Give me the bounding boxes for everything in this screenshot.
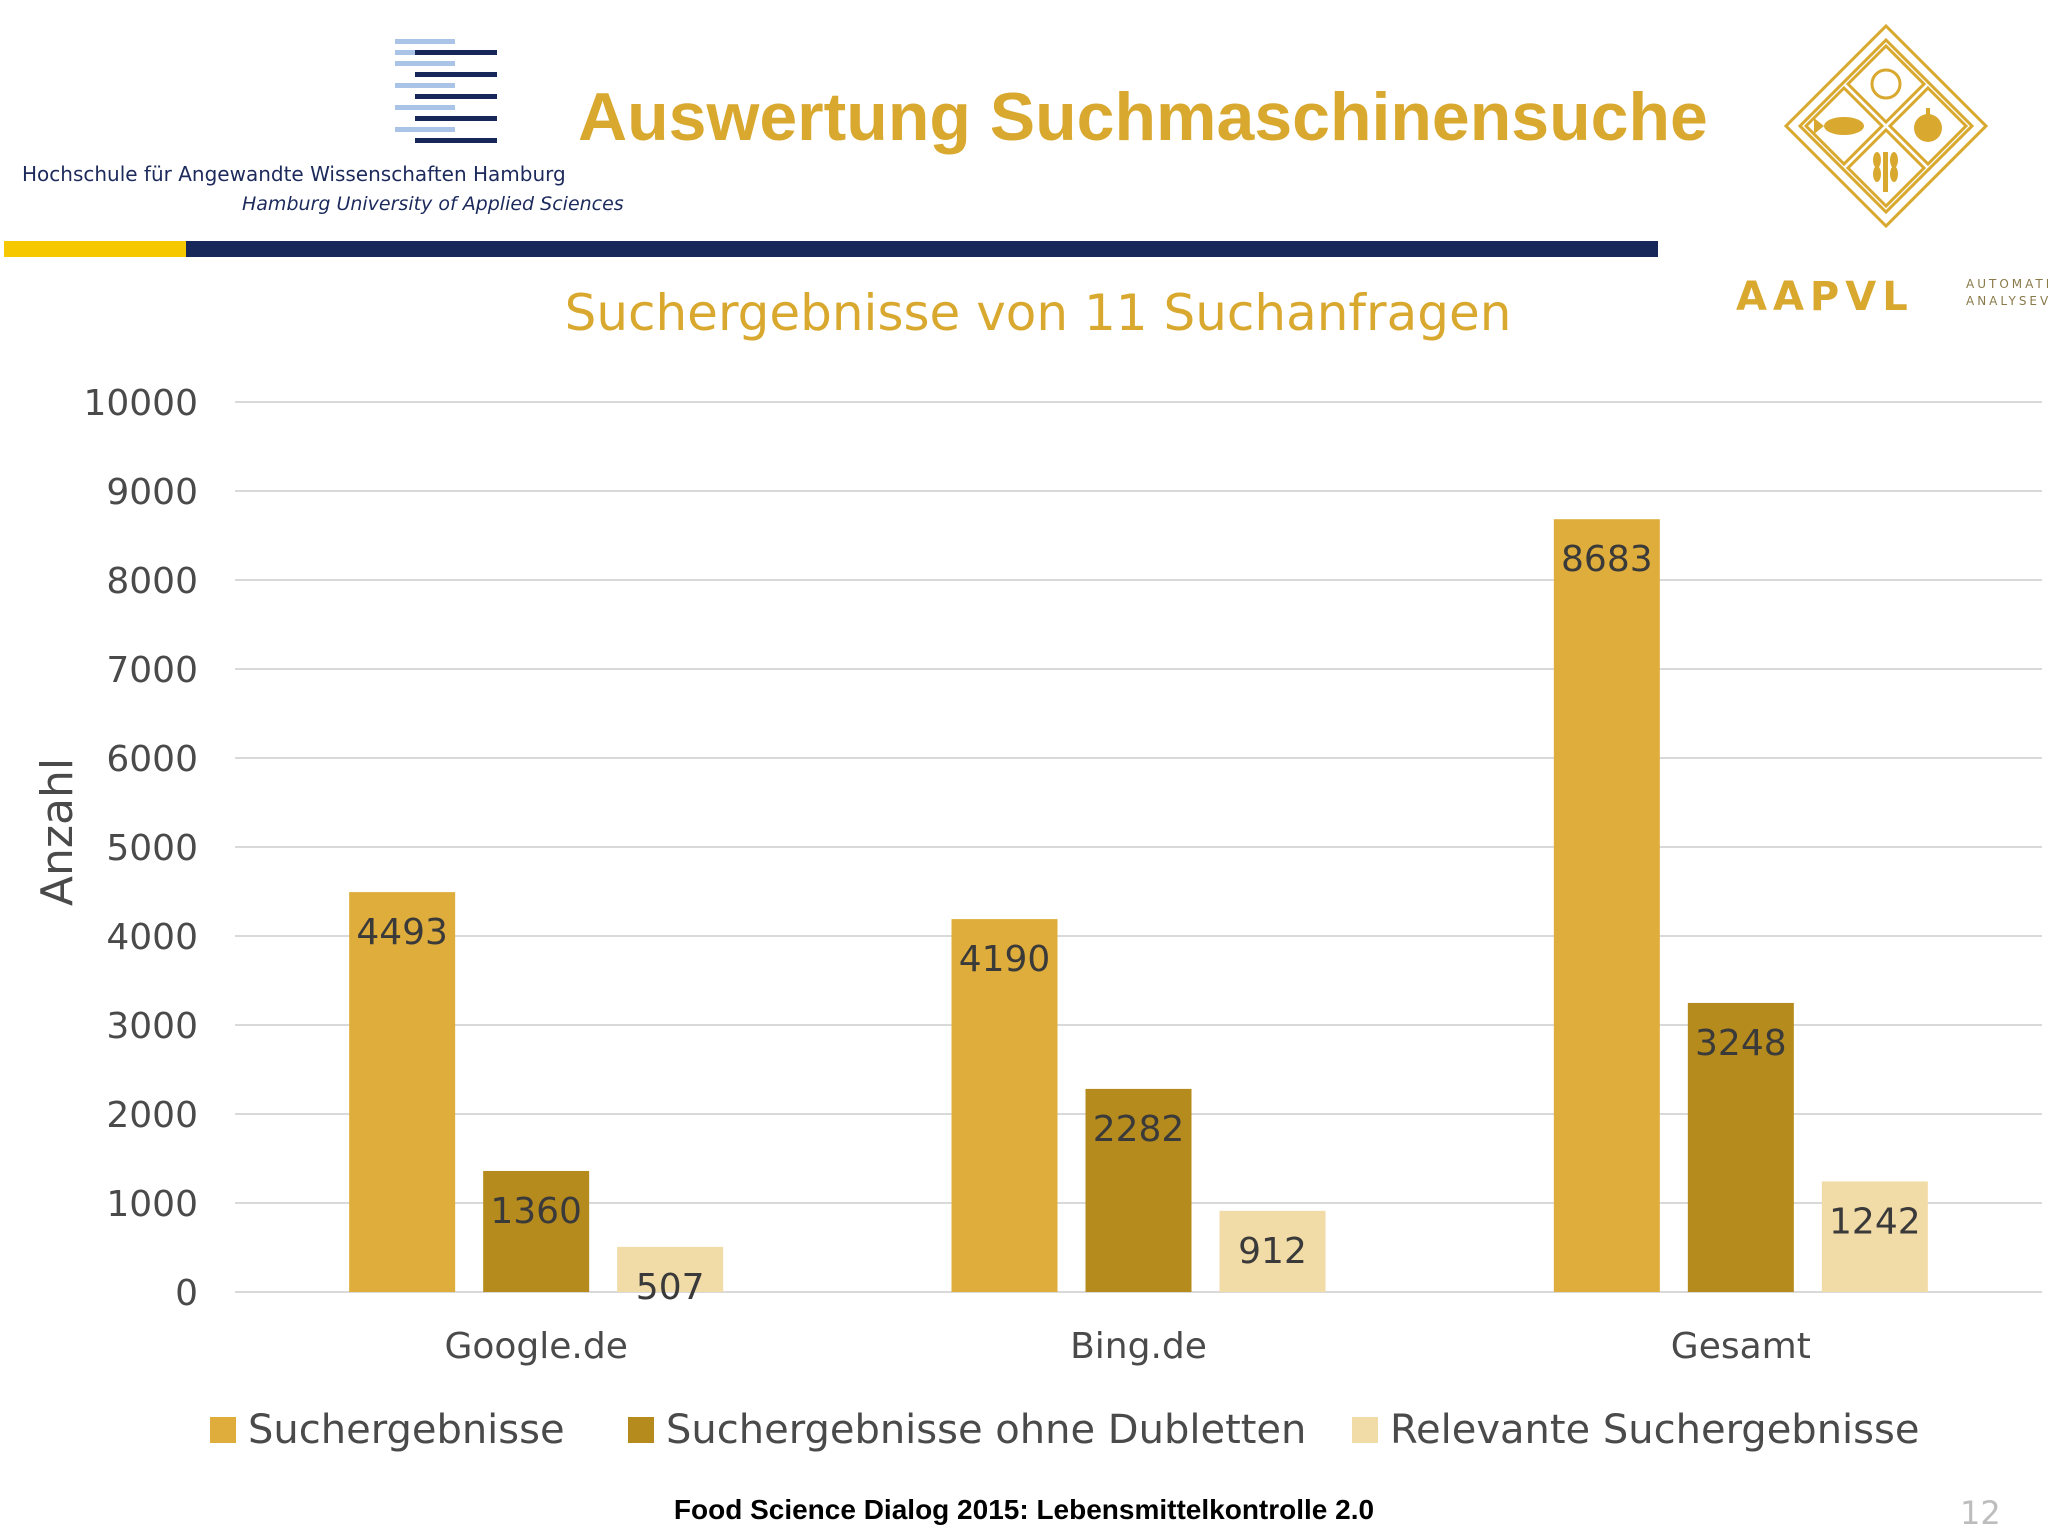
legend-swatch: [210, 1417, 236, 1443]
header-bar-yellow: [4, 241, 186, 257]
partner-logo-text: AAPVL: [1736, 274, 1914, 320]
data-label: 8683: [1561, 539, 1653, 580]
y-axis-label: Anzahl: [32, 758, 83, 906]
partner-subtitle-line-2: ANALYSEVERFAHREN: [1966, 294, 2048, 308]
page-title: Auswertung Suchmaschinensuche: [578, 79, 1708, 155]
partner-logo-subtitle: AUTOMATISIERTES ANALYSEVERFAHREN: [1966, 276, 2048, 310]
y-tick-label: 3000: [106, 1006, 198, 1047]
university-logo-icon: [395, 39, 497, 143]
y-tick-label: 8000: [106, 561, 198, 602]
x-tick-labels: Google.de Bing.de Gesamt: [444, 1326, 1810, 1367]
legend-label: Suchergebnisse ohne Dubletten: [666, 1407, 1307, 1453]
x-tick-label: Google.de: [444, 1326, 627, 1367]
bars: [349, 519, 1928, 1292]
legend-item-relevante: Relevante Suchergebnisse: [1352, 1402, 1919, 1458]
bar: [1821, 1181, 1928, 1292]
bar: [349, 892, 456, 1292]
data-label: 4493: [356, 912, 448, 953]
data-label: 2282: [1093, 1109, 1185, 1150]
header-bar-navy: [186, 241, 1658, 257]
partner-subtitle-line-1: AUTOMATISIERTES: [1966, 277, 2048, 291]
y-tick-labels: 0 1000 2000 3000 4000 5000 6000 7000 8000 9000 100…: [83, 383, 198, 1314]
bar: [1219, 1210, 1326, 1292]
bar: [617, 1246, 724, 1292]
data-label: 3248: [1695, 1023, 1787, 1064]
legend-label: Relevante Suchergebnisse: [1390, 1407, 1920, 1453]
footer-text: Food Science Dialog 2015: Lebensmittelko…: [673, 1494, 1375, 1525]
y-tick-label: 1000: [106, 1184, 198, 1225]
legend-swatch: [628, 1417, 654, 1443]
y-tick-label: 4000: [106, 917, 198, 958]
data-label: 912: [1238, 1231, 1307, 1272]
university-logo: Hochschule für Angewandte Wissenschaften…: [20, 36, 630, 226]
data-label: 507: [636, 1267, 705, 1308]
legend-item-suchergebnisse: Suchergebnisse: [210, 1402, 565, 1458]
y-tick-label: 0: [175, 1273, 198, 1314]
chart-title: Suchergebnisse von 11 Suchanfragen: [565, 284, 1512, 342]
bar: [1687, 1002, 1794, 1292]
legend-swatch: [1352, 1417, 1378, 1443]
university-name-de: Hochschule für Angewandte Wissenschaften…: [22, 162, 566, 186]
bar: [951, 919, 1058, 1292]
partner-diamond-icon: [1783, 23, 1989, 229]
data-label: 4190: [959, 939, 1051, 980]
data-labels: 4493 1360 507 4190 2282 912 8683 3248 1242: [356, 539, 1920, 1308]
x-tick-label: Gesamt: [1671, 1326, 1811, 1367]
legend-item-ohne-dubletten: Suchergebnisse ohne Dubletten: [628, 1402, 1306, 1458]
bar: [1085, 1088, 1192, 1292]
y-tick-label: 9000: [106, 472, 198, 513]
bar-chart: Suchergebnisse von 11 Suchanfragen Anzah…: [32, 284, 2042, 1367]
y-tick-label: 10000: [83, 383, 198, 424]
y-tick-label: 6000: [106, 739, 198, 780]
university-name-en: Hamburg University of Applied Sciences: [242, 193, 624, 215]
x-tick-label: Bing.de: [1070, 1326, 1207, 1367]
bar: [1553, 519, 1660, 1292]
page-number: 12: [1960, 1494, 2001, 1532]
partner-logo: AAPVL AUTOMATISIERTES ANALYSEVERFAHREN: [1736, 23, 2048, 324]
y-tick-label: 2000: [106, 1095, 198, 1136]
legend-label: Suchergebnisse: [248, 1407, 565, 1453]
y-tick-label: 7000: [106, 650, 198, 691]
y-tick-label: 5000: [106, 828, 198, 869]
data-label: 1242: [1829, 1201, 1921, 1242]
bar: [483, 1170, 590, 1292]
data-label: 1360: [490, 1191, 582, 1232]
